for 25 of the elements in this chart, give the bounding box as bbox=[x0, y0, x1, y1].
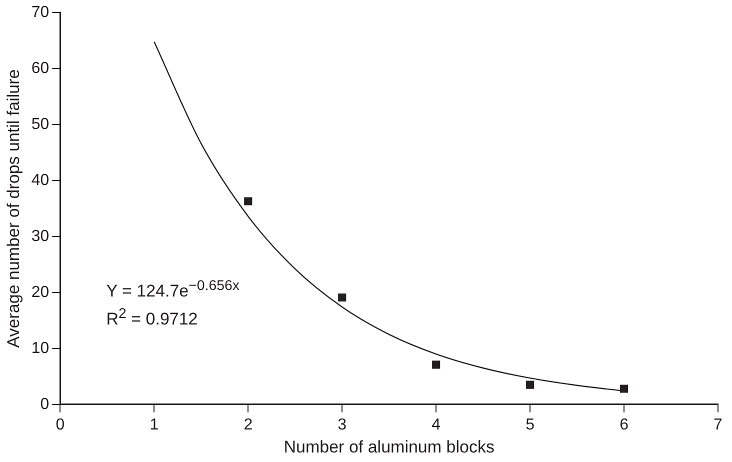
y-tick-label: 0 bbox=[40, 396, 50, 413]
point bbox=[620, 384, 628, 393]
x-tick-label: 4 bbox=[432, 416, 441, 434]
x-tick-label: 1 bbox=[150, 416, 159, 434]
x-tick-label: 2 bbox=[244, 416, 253, 434]
x-tick-label: 7 bbox=[714, 416, 723, 434]
y-tick-label: 50 bbox=[31, 116, 50, 133]
x-axis-title: Number of aluminum blocks bbox=[284, 437, 494, 456]
x-tick-label: 3 bbox=[338, 416, 347, 434]
y-tick-label: 20 bbox=[31, 284, 50, 301]
y-tick-label: 60 bbox=[31, 60, 50, 77]
annotation: Y = 124.7e$^{−0.656x}$ bbox=[106, 277, 240, 303]
y-tick-label: 70 bbox=[31, 4, 50, 22]
annotation: R$^{2}$ = 0.9712 bbox=[106, 304, 199, 330]
point bbox=[338, 293, 346, 302]
point bbox=[526, 380, 534, 389]
y-axis-title: Average number of drops until failure bbox=[4, 69, 23, 348]
y-tick-label: 30 bbox=[31, 228, 50, 245]
x-tick-label: 5 bbox=[526, 416, 535, 434]
point bbox=[244, 197, 252, 206]
y-tick-label: 10 bbox=[31, 340, 50, 357]
x-tick-label: 6 bbox=[620, 416, 629, 434]
point bbox=[432, 360, 440, 369]
y-tick-label: 40 bbox=[31, 172, 50, 189]
x-tick-label: 0 bbox=[56, 416, 65, 434]
